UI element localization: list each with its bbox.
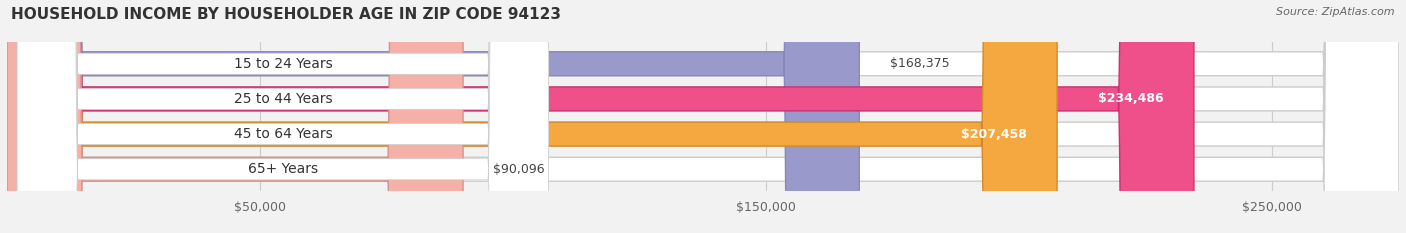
- FancyBboxPatch shape: [7, 0, 1399, 233]
- FancyBboxPatch shape: [7, 0, 1194, 233]
- Text: 65+ Years: 65+ Years: [247, 162, 318, 176]
- Text: $207,458: $207,458: [960, 128, 1026, 140]
- Text: 25 to 44 Years: 25 to 44 Years: [233, 92, 332, 106]
- FancyBboxPatch shape: [7, 0, 1399, 233]
- FancyBboxPatch shape: [7, 0, 463, 233]
- Text: 15 to 24 Years: 15 to 24 Years: [233, 57, 332, 71]
- FancyBboxPatch shape: [7, 0, 1399, 233]
- FancyBboxPatch shape: [17, 0, 548, 233]
- FancyBboxPatch shape: [7, 0, 1057, 233]
- FancyBboxPatch shape: [17, 0, 548, 233]
- FancyBboxPatch shape: [17, 0, 548, 233]
- Text: $168,375: $168,375: [890, 57, 949, 70]
- Text: $90,096: $90,096: [494, 163, 546, 176]
- Text: HOUSEHOLD INCOME BY HOUSEHOLDER AGE IN ZIP CODE 94123: HOUSEHOLD INCOME BY HOUSEHOLDER AGE IN Z…: [11, 7, 561, 22]
- Text: $234,486: $234,486: [1098, 93, 1164, 105]
- FancyBboxPatch shape: [7, 0, 1399, 233]
- Text: Source: ZipAtlas.com: Source: ZipAtlas.com: [1277, 7, 1395, 17]
- FancyBboxPatch shape: [17, 0, 548, 233]
- FancyBboxPatch shape: [7, 0, 859, 233]
- Text: 45 to 64 Years: 45 to 64 Years: [233, 127, 332, 141]
